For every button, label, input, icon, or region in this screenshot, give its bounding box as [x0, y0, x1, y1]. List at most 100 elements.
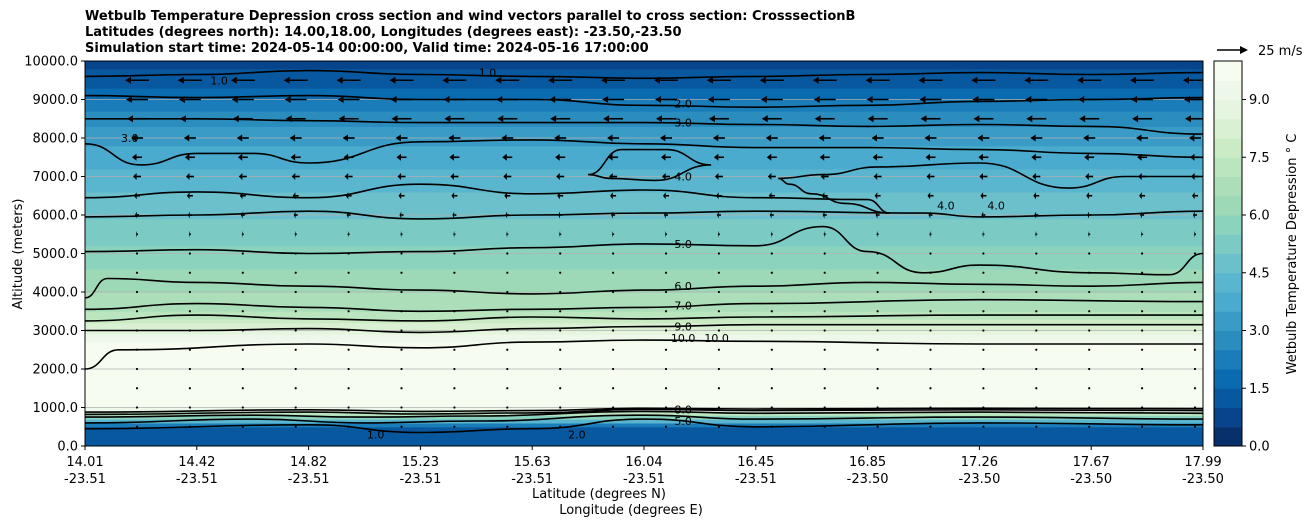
contour-label: 4.0: [674, 171, 692, 184]
wind-vector-head: [609, 173, 613, 180]
wind-vector-head: [289, 134, 296, 142]
wind-vector: [400, 252, 403, 255]
contour-band: [85, 107, 1203, 112]
wind-vector-head: [133, 173, 137, 180]
x-tick-label-lon: -23.51: [399, 472, 441, 487]
wind-vector: [823, 252, 826, 255]
wind-vector-head: [336, 76, 343, 84]
wind-vectors: [125, 76, 1203, 428]
wind-vector-head: [982, 230, 984, 238]
wind-vector-head: [761, 115, 768, 123]
wind-vector: [1193, 329, 1197, 332]
wind-vector-head: [178, 96, 185, 103]
wind-vector-head: [452, 211, 455, 219]
x-tick-label-lon: -23.51: [623, 472, 665, 487]
contour-band: [85, 230, 1203, 235]
wind-vector-head: [389, 76, 396, 84]
wind-vector: [664, 310, 668, 313]
wind-vector: [664, 425, 668, 428]
contour-line-4.0: [85, 162, 1203, 214]
wind-vector-head: [714, 173, 719, 180]
wind-vector-head: [390, 96, 397, 103]
x-tick-label-lat: 14.01: [66, 455, 103, 470]
contour-label: 9.0: [674, 321, 692, 334]
wind-vector: [612, 310, 615, 313]
wind-vector: [717, 252, 721, 255]
x-tick-label-lon: -23.51: [735, 472, 777, 487]
wind-vector: [347, 406, 350, 409]
colorbar-segment: [1214, 292, 1242, 312]
wind-vector: [717, 290, 721, 294]
contour-label: 5.0: [674, 415, 692, 428]
wind-vector-head: [924, 134, 930, 142]
contour-line-7.0: [85, 298, 1203, 313]
wind-vector: [241, 387, 244, 390]
wind-vector-head: [972, 96, 979, 103]
wind-vector-head: [555, 153, 560, 161]
wind-vector-head: [294, 230, 296, 238]
colorbar-tick-label: 4.5: [1249, 266, 1270, 281]
wind-vector: [294, 425, 297, 428]
x-tick-label-lon: -23.50: [847, 472, 889, 487]
wind-vector: [559, 329, 562, 332]
wind-vector: [770, 406, 773, 409]
wind-vector: [453, 425, 456, 428]
contour-band: [85, 99, 1203, 104]
y-tick-label: 6000.0: [33, 209, 79, 224]
wind-vector-head: [821, 192, 825, 200]
wind-vector-head: [558, 211, 560, 219]
wind-vector-head: [391, 115, 398, 123]
contour-band: [85, 369, 1203, 374]
wind-vector-head: [1084, 153, 1089, 161]
wind-vector: [664, 329, 668, 332]
wind-vector: [400, 329, 403, 332]
wind-vector: [929, 252, 932, 255]
wind-vector: [612, 348, 615, 351]
colorbar-segment: [1214, 138, 1242, 158]
wind-vector-head: [1194, 230, 1195, 238]
contour-band: [85, 184, 1203, 189]
colorbar-segment: [1214, 369, 1242, 389]
wind-vector-head: [814, 115, 821, 123]
wind-vector: [1088, 425, 1091, 428]
wind-vector-head: [1031, 153, 1036, 161]
wind-vector: [506, 425, 509, 428]
wind-vector: [400, 425, 403, 428]
contour-band: [85, 215, 1203, 220]
wind-vector-head: [1035, 230, 1037, 238]
wind-vector: [294, 271, 297, 274]
wind-vector: [1141, 387, 1144, 390]
contour-line-10.0: [85, 339, 1203, 370]
wind-vector-head: [715, 192, 719, 200]
wind-vector: [294, 329, 297, 332]
wind-vector: [1141, 329, 1144, 332]
wind-vector-head: [607, 134, 613, 142]
wind-vector-head: [240, 211, 243, 219]
wind-vector: [400, 290, 403, 294]
wind-vector-head: [292, 192, 296, 200]
y-tick-label: 5000.0: [33, 247, 79, 262]
wind-vector: [770, 425, 773, 428]
y-tick-label: 4000.0: [33, 286, 79, 301]
wind-vector-head: [661, 153, 666, 161]
wind-vector: [929, 329, 932, 332]
contour-label: 4.0: [937, 199, 955, 212]
contour-band: [85, 399, 1203, 405]
wind-vector: [1193, 367, 1197, 371]
wind-vector: [294, 310, 297, 313]
contour-band: [85, 292, 1203, 297]
contour-band: [85, 268, 1203, 274]
colorbar-segment: [1214, 99, 1242, 120]
colorbar-segment: [1214, 80, 1242, 100]
wind-vector: [982, 387, 985, 390]
colorbar-tick-label: 3.0: [1249, 324, 1270, 339]
wind-vector-head: [866, 96, 873, 103]
wind-vector-head: [496, 96, 503, 103]
wind-vector-head: [1088, 230, 1090, 238]
wind-vector: [1193, 387, 1197, 390]
wind-vector: [241, 329, 244, 332]
contour-band: [85, 284, 1203, 289]
wind-vector: [1193, 425, 1197, 428]
x-tick-label-lat: 16.04: [625, 455, 662, 470]
contour-band: [85, 388, 1203, 393]
